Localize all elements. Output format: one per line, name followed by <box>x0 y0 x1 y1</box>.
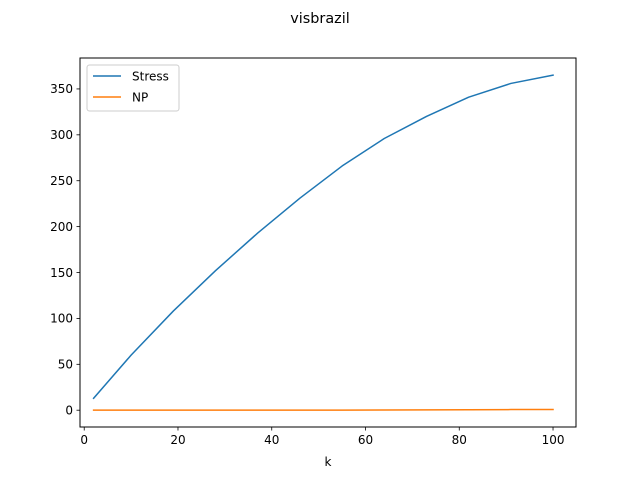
x-tick-label: 0 <box>80 433 88 447</box>
y-axis-ticks: 0 50 100 150 200 250 300 350 <box>50 82 80 418</box>
y-tick-label: 150 <box>50 266 73 280</box>
series-line-stress <box>92 74 554 400</box>
y-tick-label: 0 <box>65 404 73 418</box>
x-tick-label: 40 <box>264 433 279 447</box>
x-tick-label: 80 <box>452 433 467 447</box>
x-tick-label: 100 <box>542 433 565 447</box>
series-line-np <box>92 408 554 411</box>
y-tick-label: 250 <box>50 174 73 188</box>
x-axis-ticks: 0 20 40 60 80 100 <box>80 427 564 447</box>
axes-frame <box>79 57 577 428</box>
y-tick-label: 100 <box>50 312 73 326</box>
y-tick-label: 300 <box>50 128 73 142</box>
legend-label-np: NP <box>132 90 148 104</box>
chart-title: visbrazil <box>290 11 349 27</box>
series-layer <box>92 74 554 411</box>
legend: Stress NP <box>86 64 180 112</box>
x-tick-label: 20 <box>170 433 185 447</box>
y-tick-label: 50 <box>58 358 73 372</box>
y-tick-label: 350 <box>50 82 73 96</box>
x-tick-label: 60 <box>358 433 373 447</box>
plot-area: 0 20 40 60 80 100 0 50 100 150 200 250 300 350 <box>50 57 577 447</box>
legend-label-stress: Stress <box>132 69 169 83</box>
y-tick-label: 200 <box>50 220 73 234</box>
x-axis-label: k <box>325 455 332 469</box>
